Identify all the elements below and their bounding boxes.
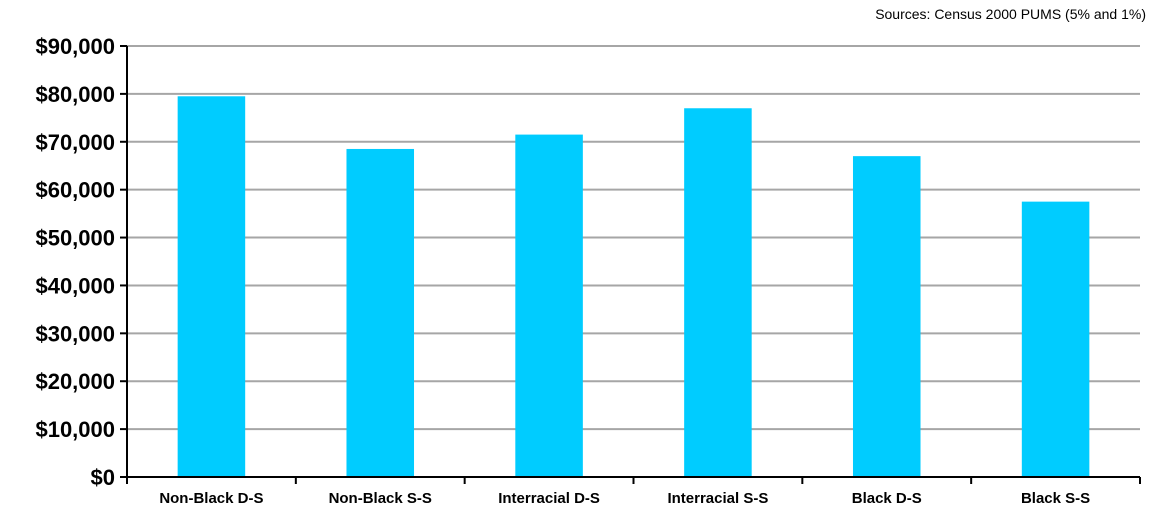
- y-tick-label: $20,000: [35, 369, 115, 394]
- y-tick-label: $60,000: [35, 178, 115, 203]
- y-tick-label: $50,000: [35, 226, 115, 251]
- x-tick-label: Interracial D-S: [498, 490, 600, 507]
- x-tick-label: Non-Black D-S: [159, 490, 263, 507]
- bar: [515, 134, 583, 477]
- y-tick-labels: $0 $10,000 $20,000 $30,000 $40,000 $50,000 $60…: [35, 34, 115, 490]
- gridlines: [127, 45, 1140, 431]
- y-tick-label: $70,000: [35, 130, 115, 155]
- bar: [684, 108, 752, 477]
- y-tick-label: $40,000: [35, 273, 115, 298]
- y-tick-label: $90,000: [35, 34, 115, 59]
- bar: [1021, 201, 1090, 477]
- x-tick-label: Interracial S-S: [667, 490, 768, 507]
- y-tick-label: $30,000: [35, 321, 115, 346]
- bar: [346, 148, 415, 477]
- axes: [120, 45, 1141, 484]
- x-tick-label: Black S-S: [1021, 490, 1090, 507]
- y-tick-label: $10,000: [35, 417, 115, 442]
- x-tick-labels: Non-Black D-S Non-Black S-S Interracial D-…: [159, 490, 1090, 507]
- y-tick-label: $80,000: [35, 82, 115, 107]
- bar: [852, 156, 921, 477]
- bars: [177, 96, 1090, 478]
- x-tick-label: Non-Black S-S: [329, 490, 432, 507]
- source-note: Sources: Census 2000 PUMS (5% and 1%): [875, 6, 1146, 22]
- x-tick-label: Black D-S: [852, 490, 922, 507]
- y-tick-label: $0: [91, 465, 115, 490]
- bar: [177, 96, 246, 478]
